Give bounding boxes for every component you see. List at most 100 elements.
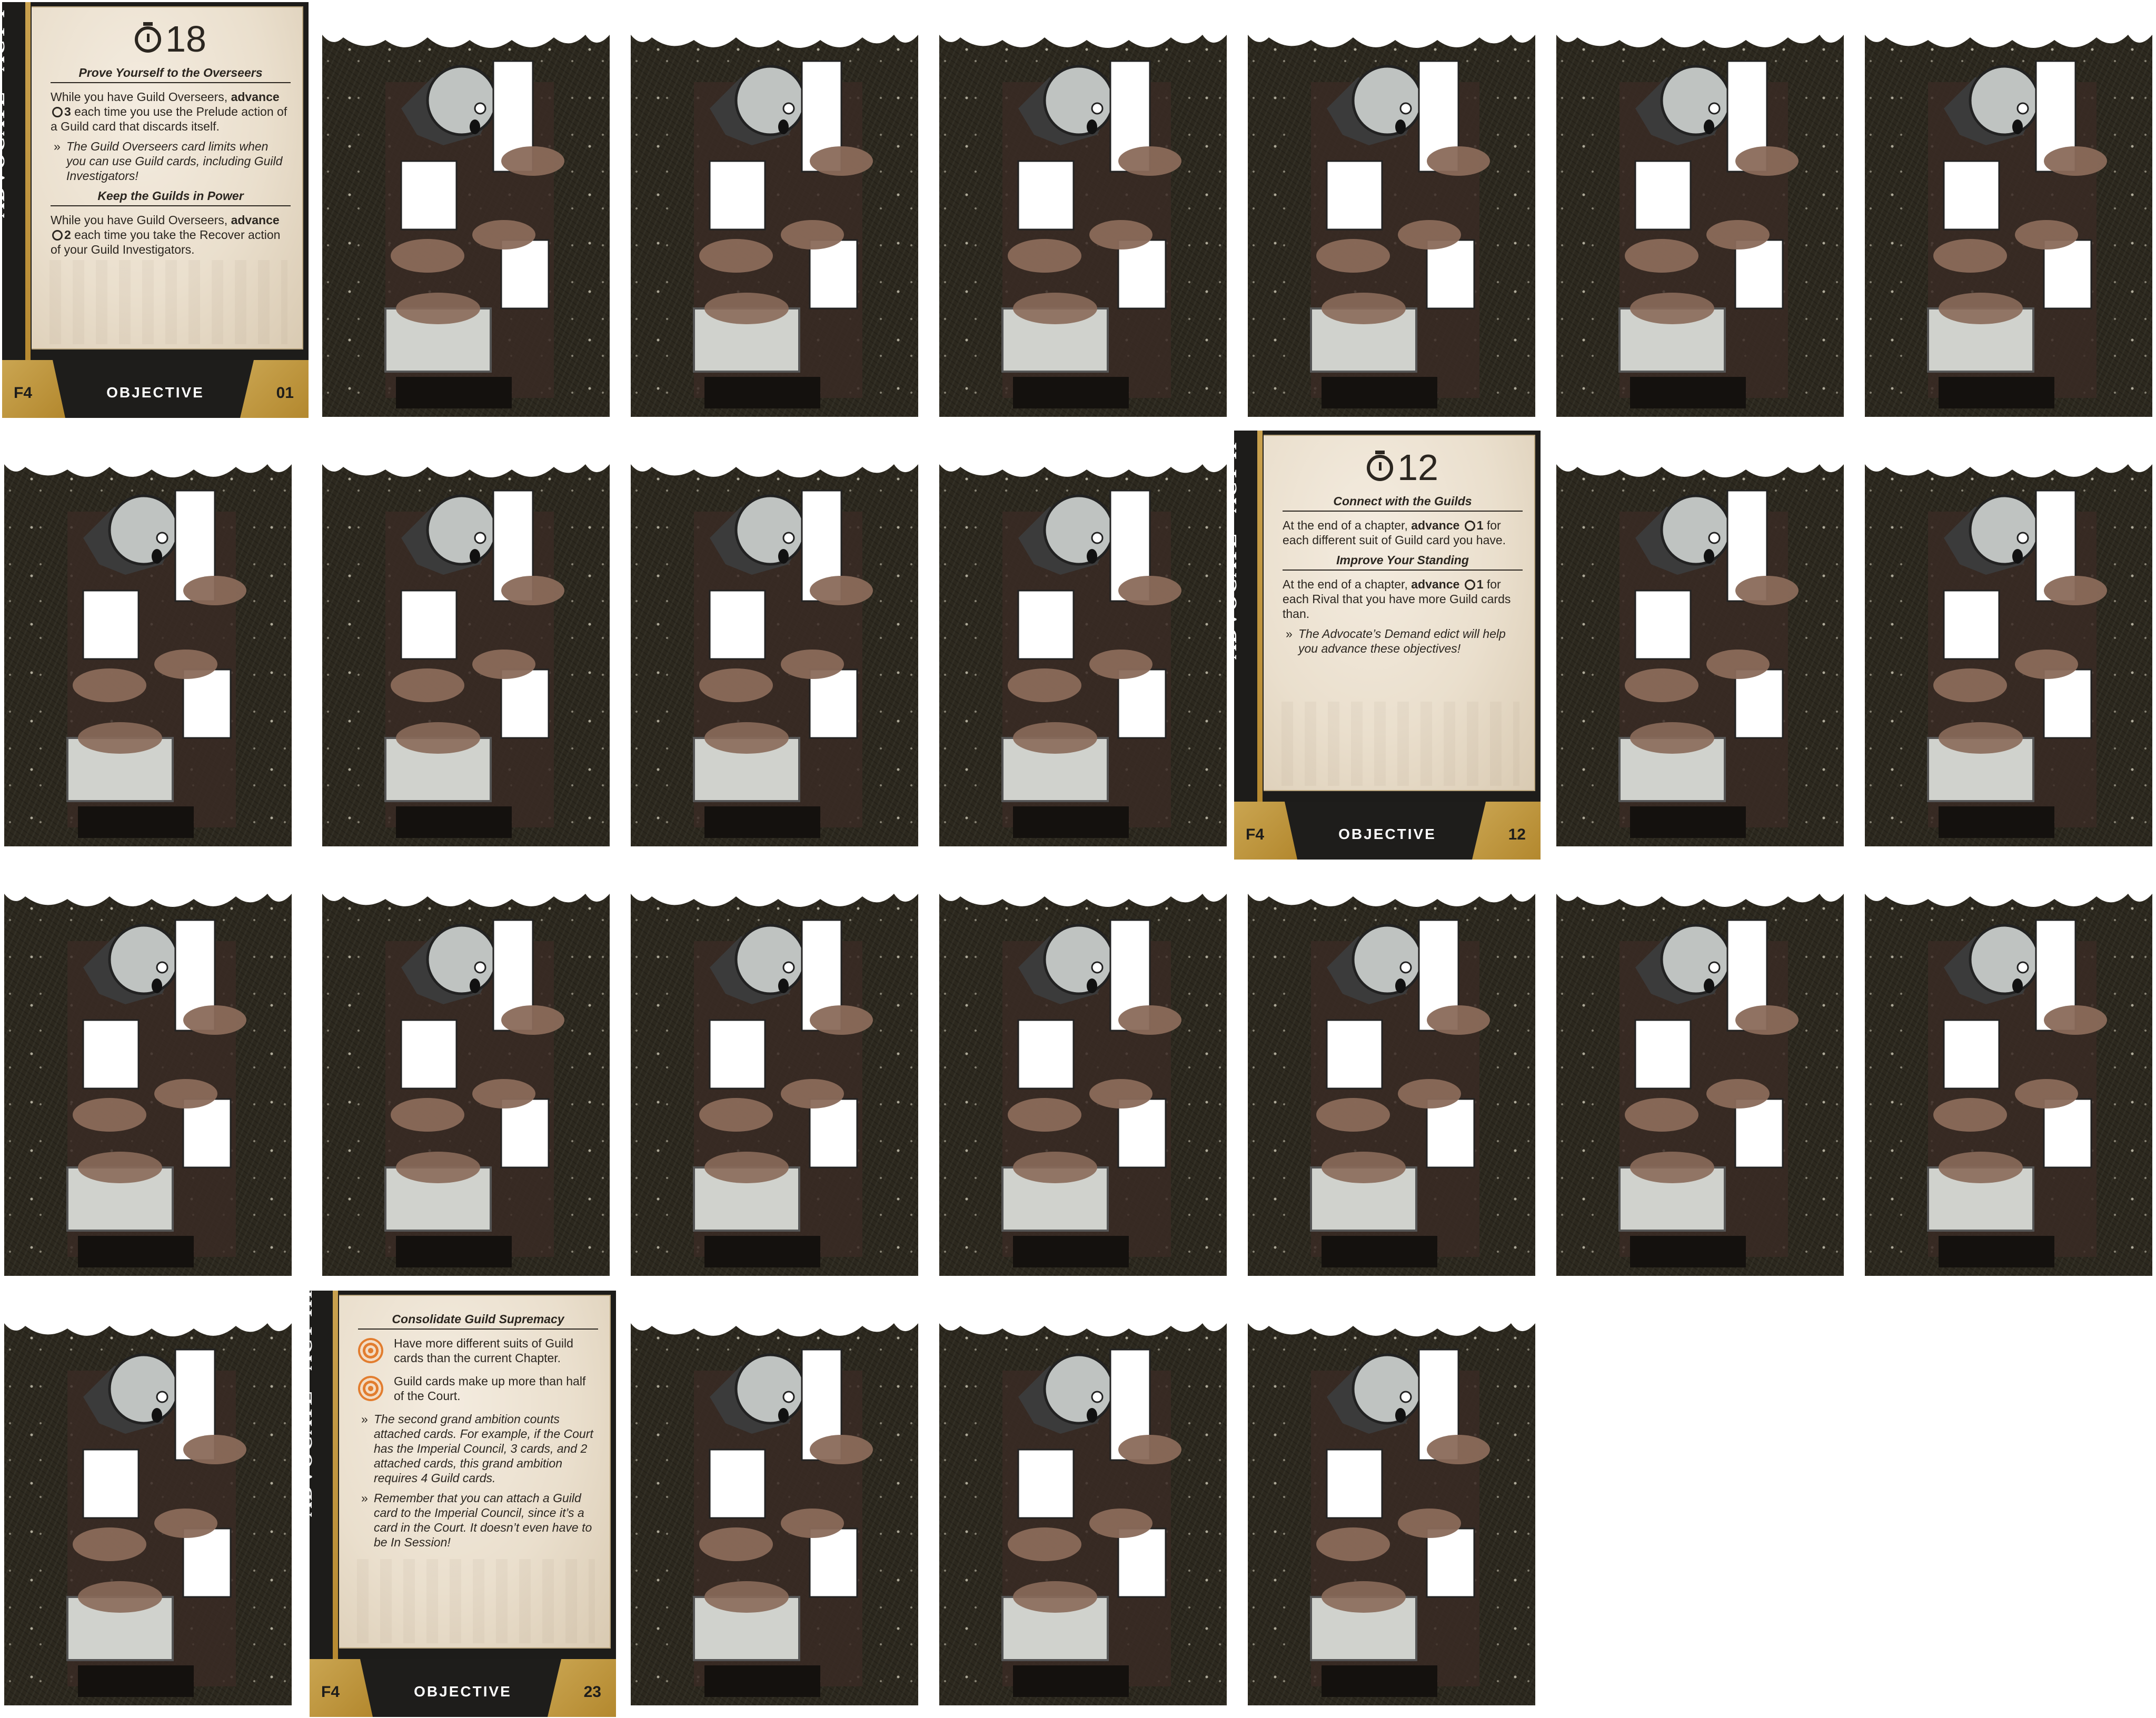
target-icon bbox=[358, 1376, 383, 1401]
advocate-illustration bbox=[1248, 14, 1535, 408]
faction-code: F4 bbox=[14, 384, 33, 402]
advance-amount: 1 bbox=[1476, 518, 1484, 532]
card-back[interactable] bbox=[4, 873, 292, 1276]
advocate-illustration bbox=[939, 14, 1227, 408]
advocate-illustration bbox=[939, 873, 1227, 1267]
card-content: 18 Prove Yourself to the Overseers While… bbox=[51, 18, 291, 262]
act-title: ADVOCATE - ACT II bbox=[1234, 441, 1241, 660]
objective-note: The Guild Overseers card limits when you… bbox=[51, 139, 291, 183]
advocate-illustration bbox=[4, 443, 292, 838]
objective-note: The second grand ambition counts attache… bbox=[358, 1412, 598, 1485]
card-spine-stripe bbox=[333, 1291, 338, 1659]
target-icon bbox=[358, 1338, 383, 1363]
card-back[interactable] bbox=[1556, 14, 1844, 417]
clock-row: 12 bbox=[1283, 446, 1523, 488]
objective-text: While you have Guild Overseers, advance … bbox=[51, 89, 291, 134]
faction-code: F4 bbox=[1246, 826, 1265, 843]
clock-icon bbox=[52, 230, 63, 241]
objective-heading: Keep the Guilds in Power bbox=[51, 188, 291, 206]
clock-row: 18 bbox=[51, 18, 291, 60]
card-watermark bbox=[49, 260, 287, 344]
card-back[interactable] bbox=[939, 443, 1227, 846]
objective-text-part: While you have Guild Overseers, bbox=[51, 213, 231, 227]
advocate-illustration bbox=[1248, 1302, 1535, 1697]
card-back[interactable] bbox=[939, 873, 1227, 1276]
objective-note: The Advocate’s Demand edict will help yo… bbox=[1283, 626, 1523, 656]
advocate-illustration bbox=[631, 443, 918, 838]
card-back[interactable] bbox=[1865, 873, 2152, 1276]
advocate-illustration bbox=[631, 1302, 918, 1697]
objective-heading: Prove Yourself to the Overseers bbox=[51, 65, 291, 83]
objective-text-part: for each Rival that you have more Guild … bbox=[1283, 577, 1511, 621]
card-number: 01 bbox=[276, 384, 294, 402]
grand-ambition: Guild cards make up more than half of th… bbox=[358, 1374, 598, 1403]
card-parchment bbox=[1261, 435, 1535, 791]
grand-ambition: Have more different suits of Guild cards… bbox=[358, 1336, 598, 1365]
advocate-illustration bbox=[4, 873, 292, 1267]
card-back[interactable] bbox=[1556, 443, 1844, 846]
advocate-illustration bbox=[631, 873, 918, 1267]
objective-text-part: each time you take the Recover action of… bbox=[51, 228, 281, 256]
grand-ambition-text: Guild cards make up more than half of th… bbox=[394, 1374, 586, 1403]
clock-icon bbox=[1464, 521, 1475, 531]
card-back[interactable] bbox=[322, 873, 610, 1276]
card-back[interactable] bbox=[1248, 1302, 1535, 1705]
clock-icon bbox=[135, 22, 162, 53]
faction-code: F4 bbox=[321, 1683, 340, 1701]
advance-word: advance bbox=[1411, 518, 1460, 532]
advocate-illustration bbox=[1248, 873, 1535, 1267]
objective-text-part: While you have Guild Overseers, bbox=[51, 90, 231, 104]
card-back[interactable] bbox=[939, 1302, 1227, 1705]
advocate-illustration bbox=[1556, 443, 1844, 838]
advance-amount: 1 bbox=[1476, 577, 1484, 591]
card-back[interactable] bbox=[1865, 443, 2152, 846]
card-back[interactable] bbox=[631, 443, 918, 846]
card-back[interactable] bbox=[631, 1302, 918, 1705]
clock-icon bbox=[52, 107, 63, 117]
card-type: OBJECTIVE bbox=[1338, 826, 1436, 842]
card-number: 23 bbox=[583, 1683, 601, 1701]
objective-text-part: At the end of a chapter, bbox=[1283, 518, 1412, 532]
advocate-illustration bbox=[1865, 443, 2152, 838]
card-back[interactable] bbox=[939, 14, 1227, 417]
card-spine-stripe bbox=[25, 2, 31, 360]
advocate-illustration bbox=[1865, 14, 2152, 408]
objective-card-act-2[interactable]: ADVOCATE - ACT II 12 Connect with the Gu… bbox=[1234, 431, 1541, 860]
card-watermark bbox=[1281, 702, 1519, 786]
advocate-illustration bbox=[1556, 873, 1844, 1267]
card-back[interactable] bbox=[4, 443, 292, 846]
objective-card-act-3[interactable]: ADVOCATE - ACT III Consolidate Guild Sup… bbox=[310, 1291, 616, 1717]
clock-value: 12 bbox=[1397, 447, 1438, 488]
advocate-illustration bbox=[939, 443, 1227, 838]
clock-icon bbox=[1367, 451, 1394, 481]
card-back[interactable] bbox=[322, 443, 610, 846]
card-spine-stripe bbox=[1257, 431, 1263, 802]
grand-ambition-text: Have more different suits of Guild cards… bbox=[394, 1336, 573, 1365]
footer-corner-left bbox=[1234, 802, 1297, 860]
objective-text-part: for each different suit of Guild card yo… bbox=[1283, 518, 1506, 547]
card-back[interactable] bbox=[631, 14, 918, 417]
card-back[interactable] bbox=[1248, 873, 1535, 1276]
objective-text-part: At the end of a chapter, bbox=[1283, 577, 1412, 591]
card-watermark bbox=[357, 1559, 595, 1643]
card-number: 12 bbox=[1508, 826, 1526, 843]
advocate-illustration bbox=[322, 443, 610, 838]
card-back[interactable] bbox=[322, 14, 610, 417]
objective-text-part: each time you use the Prelude action of … bbox=[51, 105, 287, 133]
advance-word: advance bbox=[231, 90, 280, 104]
card-content: Consolidate Guild Supremacy Have more di… bbox=[358, 1306, 598, 1555]
objective-text: At the end of a chapter, advance 1 for e… bbox=[1283, 518, 1523, 547]
card-back[interactable] bbox=[1865, 14, 2152, 417]
objective-heading: Improve Your Standing bbox=[1283, 553, 1523, 571]
advocate-illustration bbox=[4, 1302, 292, 1697]
objective-text: While you have Guild Overseers, advance … bbox=[51, 213, 291, 257]
advocate-illustration bbox=[631, 14, 918, 408]
card-back[interactable] bbox=[1248, 14, 1535, 417]
card-type: OBJECTIVE bbox=[414, 1683, 512, 1700]
card-back[interactable] bbox=[631, 873, 918, 1276]
card-back[interactable] bbox=[4, 1302, 292, 1705]
clock-value: 18 bbox=[165, 18, 206, 59]
card-back[interactable] bbox=[1556, 873, 1844, 1276]
advocate-illustration bbox=[939, 1302, 1227, 1697]
objective-card-act-1[interactable]: ADVOCATE - ACT I 18 Prove Yourself to th… bbox=[2, 2, 309, 418]
